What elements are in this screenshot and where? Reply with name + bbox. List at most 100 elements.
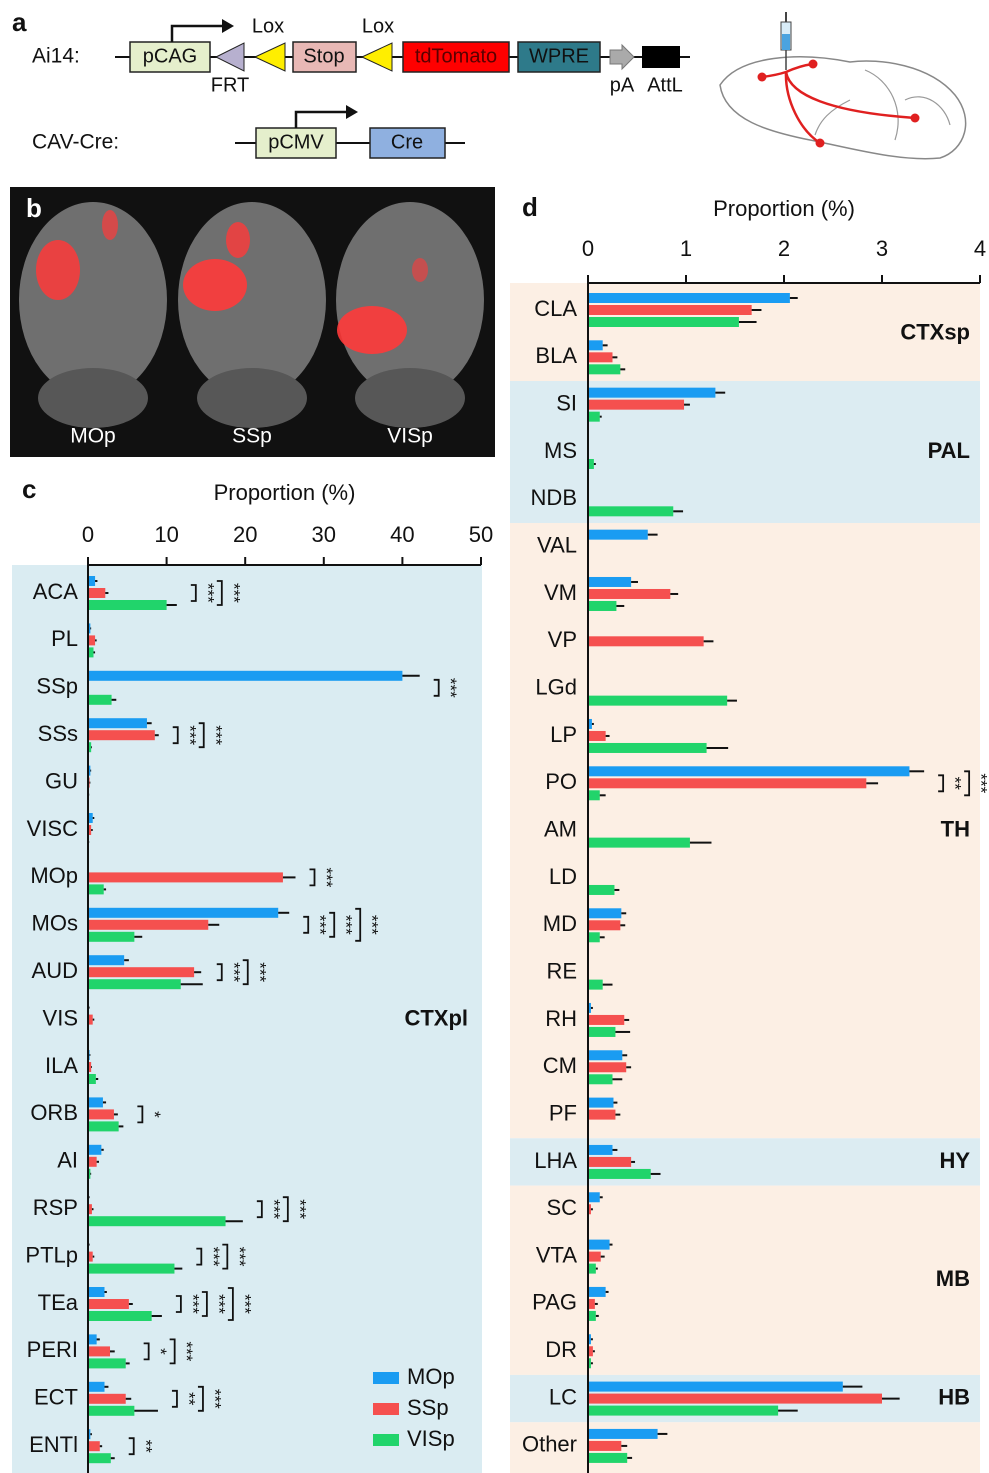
significance-label: *** [235,1294,254,1314]
x-tick-label: 30 [312,522,336,547]
y-tick-label: MS [544,438,577,463]
significance-label: ** [179,1392,198,1406]
bar [588,293,790,303]
bar [88,695,112,705]
brain [197,368,307,428]
y-tick-label: LHA [534,1148,577,1173]
bar [88,1074,96,1084]
region-band [510,1138,980,1185]
element-label: pA [610,74,635,96]
bar [88,1216,226,1226]
bar [588,908,621,918]
bar [88,1346,110,1356]
y-tick-label: SI [556,390,577,415]
bar [588,1453,627,1463]
y-tick-label: LD [549,864,577,889]
significance-label: *** [205,1389,224,1409]
image-label: SSp [232,425,272,448]
bar [88,1264,174,1274]
bar [88,730,155,740]
bar [588,1157,631,1167]
region-band [510,381,980,523]
significance-label: ** [946,777,965,791]
promoter-arrow [172,26,222,42]
brain [38,368,148,428]
pa-arrow [610,45,634,69]
bar [588,400,684,410]
legend-swatch [373,1403,399,1415]
bar [88,920,208,930]
significance-label: *** [230,1247,249,1267]
bar [588,305,752,315]
bar [88,955,124,965]
bar [88,718,147,728]
bar [588,1441,621,1451]
bar [88,1358,126,1368]
y-tick-label: CM [543,1053,577,1078]
figure: a Ai14: pCAG FRT Lox Stop Lox tdTomato W… [0,0,989,1473]
lox-site [255,43,285,71]
element-label: AttL [647,74,683,96]
panel-label: a [12,7,27,37]
bar [588,364,620,374]
y-tick-label: ECT [34,1385,78,1410]
y-tick-label: PL [51,626,78,651]
lox-site [362,43,392,71]
bar [588,790,600,800]
y-tick-label: VAL [537,532,577,557]
significance-label: *** [198,583,217,603]
element-label: tdTomato [415,45,497,67]
bar [88,1121,119,1131]
significance-label: *** [317,867,336,887]
x-tick-label: 3 [876,236,888,261]
bar [588,1169,651,1179]
region-label: PAL [928,438,970,463]
bar [88,1453,111,1463]
element-label: Lox [252,15,284,37]
legend-label: SSp [407,1395,449,1420]
x-tick-label: 2 [778,236,790,261]
y-tick-label: AUD [32,958,78,983]
bar [588,1264,596,1274]
bar [88,967,194,977]
y-tick-label: TEa [38,1290,79,1315]
region-label: HY [939,1148,970,1173]
y-tick-label: PO [545,769,577,794]
y-tick-label: ACA [33,579,79,604]
y-tick-label: VM [544,580,577,605]
target [911,114,920,123]
y-tick-label: PTLp [25,1242,78,1267]
x-tick-label: 50 [469,522,493,547]
bar [88,635,95,645]
significance-label: *** [337,915,356,935]
y-tick-label: VTA [536,1242,577,1267]
x-axis-title: Proportion (%) [214,480,356,505]
bar [88,1287,105,1297]
element-label: FRT [211,74,250,96]
bar [588,1192,600,1202]
y-tick-label: SSp [36,674,78,699]
bar [88,908,278,918]
bar [588,589,670,599]
element [642,46,680,68]
bar [588,1098,613,1108]
significance-label: ** [136,1440,155,1454]
y-tick-label: MOs [32,911,78,936]
bar [588,352,613,362]
significance-label: *** [441,678,460,698]
bar [88,671,402,681]
significance-label: *** [224,583,243,603]
bar [588,1429,658,1439]
brain [355,368,465,428]
image-label: VISp [387,425,433,448]
bar [588,1311,596,1321]
bar [588,838,690,848]
y-tick-label: GU [45,768,78,793]
significance-label: *** [177,1341,196,1361]
panel-b: b MOp SSp VISp [10,187,495,457]
region-band [510,1186,980,1375]
y-tick-label: LC [549,1384,577,1409]
bar [588,920,620,930]
